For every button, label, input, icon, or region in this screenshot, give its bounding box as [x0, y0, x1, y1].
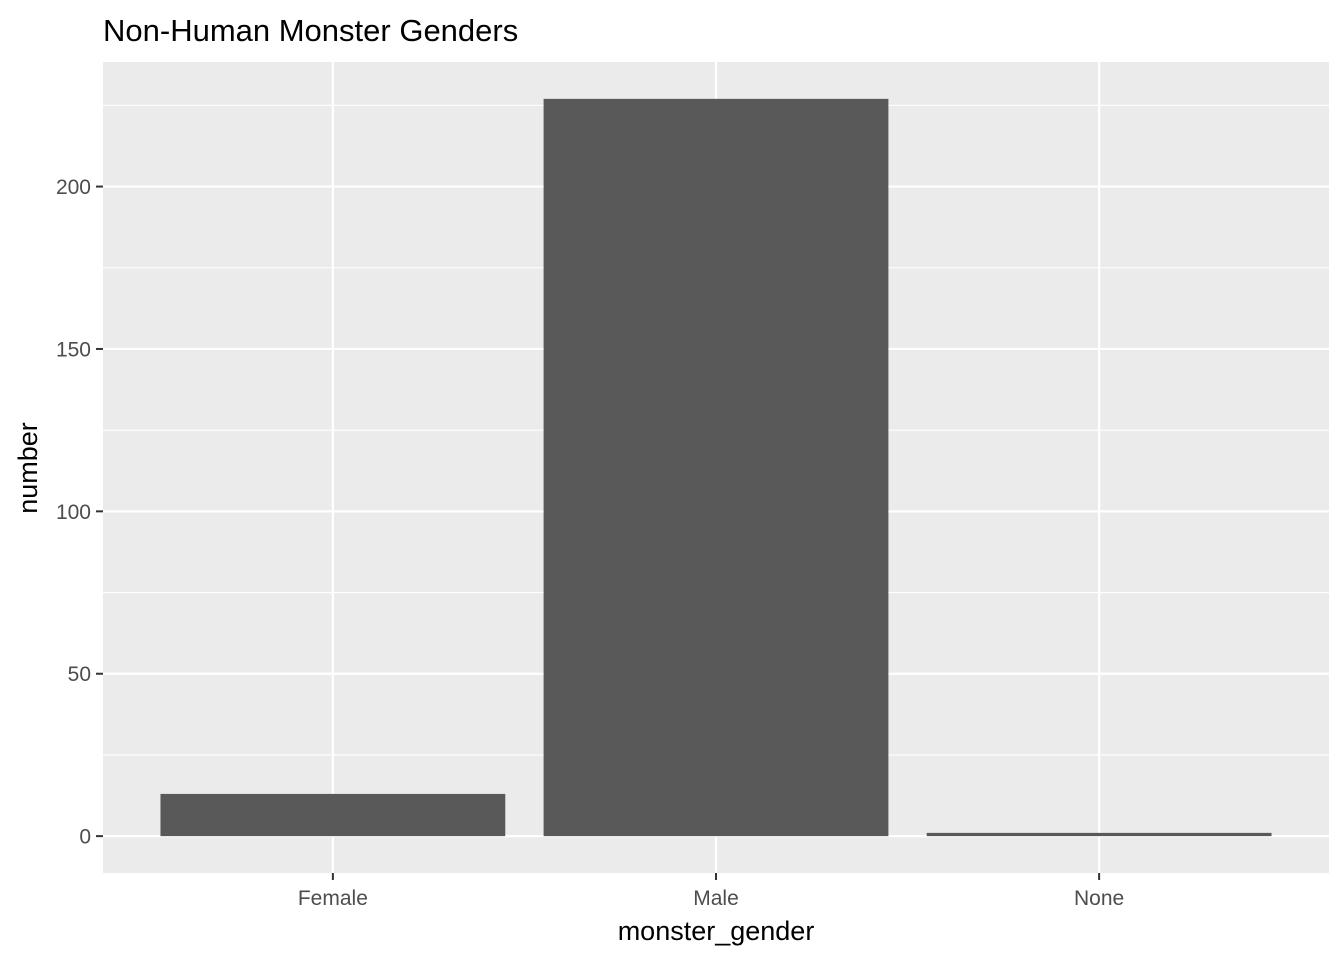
bars: [160, 98, 1272, 837]
x-tick-label: Male: [693, 887, 739, 910]
bar-male: [543, 98, 889, 837]
x-tick-label: Female: [298, 887, 368, 910]
bar-none: [926, 832, 1272, 837]
bar-female: [160, 793, 506, 837]
chart-title: Non-Human Monster Genders: [103, 13, 518, 48]
y-tick-label: 200: [56, 176, 91, 199]
y-tick-label: 150: [56, 338, 91, 361]
x-tick-label: None: [1074, 887, 1124, 910]
y-axis-title: number: [13, 422, 43, 514]
y-tick-label: 100: [56, 501, 91, 524]
x-axis-title: monster_gender: [618, 916, 815, 946]
y-axis: 0 50 100 150 200: [56, 176, 103, 849]
y-tick-label: 50: [68, 663, 91, 686]
y-tick-label: 0: [79, 826, 91, 849]
x-axis: Female Male None: [298, 873, 1124, 910]
